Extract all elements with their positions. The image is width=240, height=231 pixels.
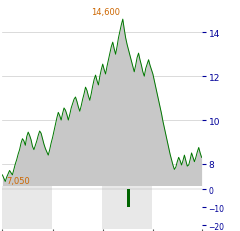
Text: 14,600: 14,600 — [91, 8, 120, 17]
Bar — [102, 186, 152, 229]
Bar — [2, 186, 52, 229]
Text: 7,050: 7,050 — [7, 176, 30, 185]
Bar — [127, 190, 130, 207]
